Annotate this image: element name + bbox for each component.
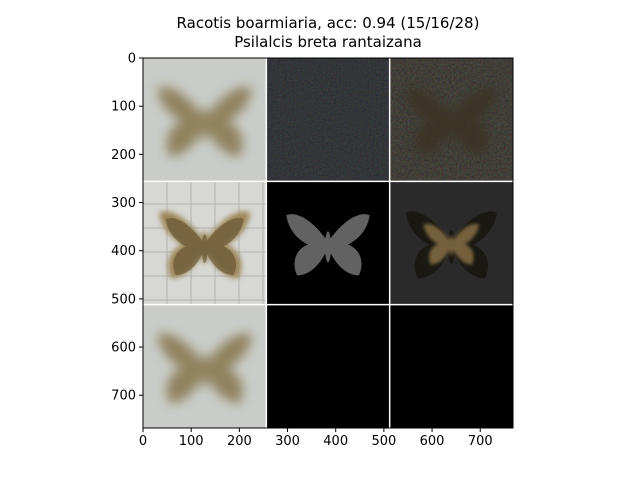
axes-frame <box>142 57 514 429</box>
image-cell-r0c1 <box>266 58 390 182</box>
image-cell-r2c0 <box>143 304 267 428</box>
x-tick-label: 300 <box>275 434 300 449</box>
title-line-2: Psilalcis breta rantaizana <box>234 33 422 51</box>
y-tick-label: 200 <box>111 148 136 163</box>
x-tick-label: 100 <box>179 434 204 449</box>
x-tick-label: 600 <box>420 434 445 449</box>
y-tick-label: 400 <box>111 244 136 259</box>
y-tick-label: 300 <box>111 196 136 211</box>
image-cell-r0c2 <box>389 58 513 182</box>
image-cell-r1c1 <box>266 181 390 305</box>
y-tick-label: 100 <box>111 100 136 115</box>
y-tick-label: 600 <box>111 341 136 356</box>
y-tick-label: 500 <box>111 292 136 307</box>
y-tick-label: 700 <box>111 389 136 404</box>
image-cell-r2c2 <box>389 304 513 428</box>
title-line-1: Racotis boarmiaria, acc: 0.94 (15/16/28) <box>176 14 480 32</box>
x-tick-label: 500 <box>371 434 396 449</box>
image-cell-r0c0 <box>143 58 267 182</box>
image-cell-r1c0 <box>143 181 267 305</box>
x-tick-label: 200 <box>227 434 252 449</box>
image-cell-r1c2 <box>389 181 513 305</box>
x-tick-label: 0 <box>139 434 147 449</box>
x-tick-label: 700 <box>468 434 493 449</box>
x-tick-label: 400 <box>323 434 348 449</box>
axes: 0 100 200 300 400 500 600 700 0 100 200 300 400 500 60… <box>111 52 514 449</box>
chart-title: Racotis boarmiaria, acc: 0.94 (15/16/28)… <box>0 14 640 52</box>
image-cell-r2c1 <box>266 304 390 428</box>
y-tick-label: 0 <box>128 52 136 67</box>
image-grid-cells <box>143 58 513 428</box>
